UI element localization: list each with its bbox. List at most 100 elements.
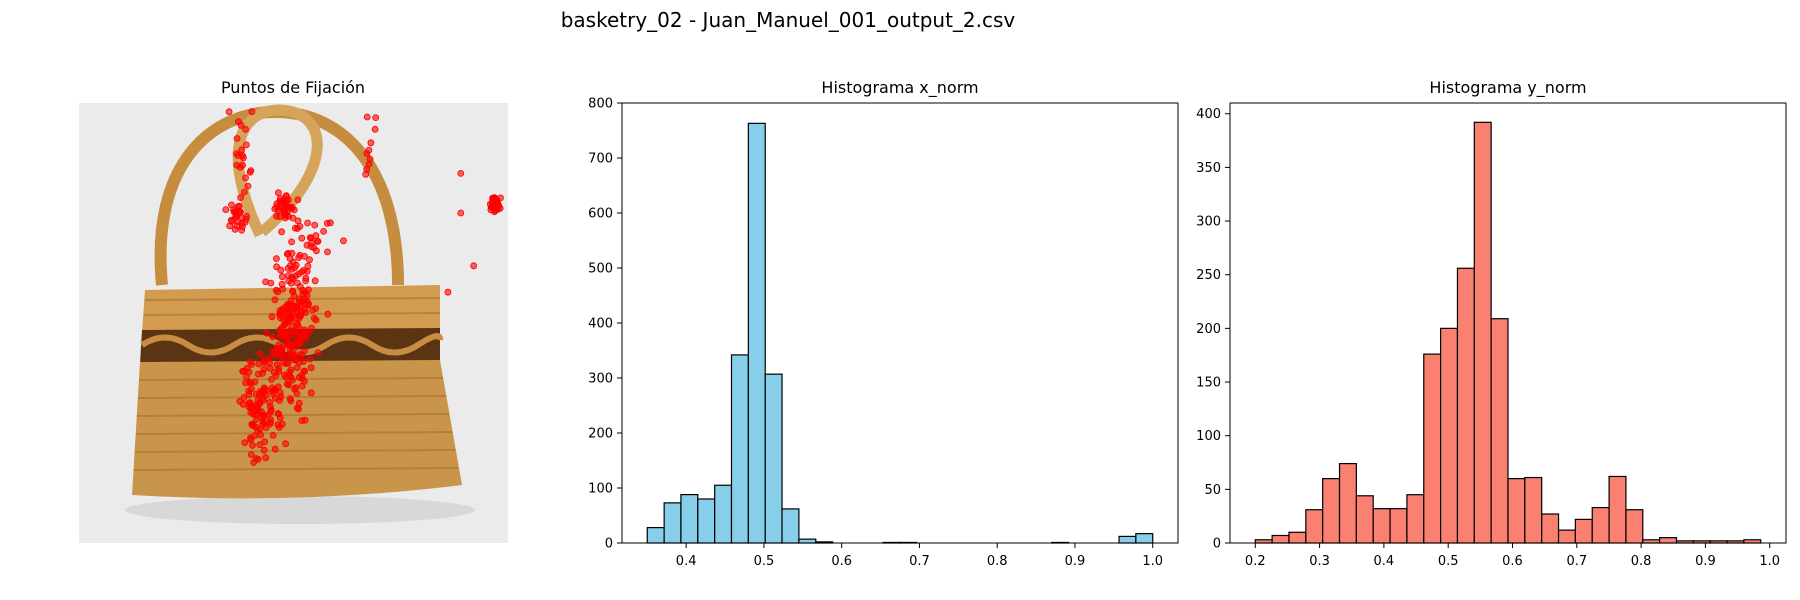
fixation-point bbox=[274, 189, 282, 197]
fixation-point bbox=[288, 322, 296, 330]
fixation-point bbox=[237, 194, 245, 202]
histogram-x-bar bbox=[714, 484, 733, 544]
fixation-point bbox=[247, 358, 255, 366]
histogram-y-xtick-label: 0.5 bbox=[1438, 554, 1459, 569]
fixation-point bbox=[225, 108, 233, 116]
fixation-point bbox=[231, 208, 239, 216]
fixation-point bbox=[294, 196, 302, 204]
fixation-point bbox=[302, 335, 310, 343]
fixation-point bbox=[299, 286, 307, 294]
fixation-point bbox=[291, 385, 298, 393]
fixation-point bbox=[290, 310, 298, 318]
fixation-point bbox=[273, 263, 281, 271]
fixation-panel-title: Puntos de Fijación bbox=[221, 78, 365, 97]
histogram-x-ytick-label: 0 bbox=[605, 537, 613, 552]
fixation-point bbox=[256, 390, 263, 398]
fixation-point bbox=[284, 300, 291, 308]
histogram-y-ytick-label: 150 bbox=[1196, 376, 1221, 391]
fixation-point bbox=[247, 379, 255, 387]
histogram-y-ytick-label: 250 bbox=[1196, 268, 1221, 283]
fixation-point bbox=[367, 139, 375, 147]
fixation-point bbox=[320, 227, 328, 235]
fixation-point bbox=[323, 219, 331, 227]
basket-photo bbox=[79, 103, 508, 543]
fixation-point bbox=[266, 398, 274, 406]
histogram-x-frame bbox=[621, 102, 1179, 544]
histogram-x-bar bbox=[798, 538, 817, 544]
fixation-point bbox=[340, 237, 347, 245]
histogram-x-ytick-label: 300 bbox=[588, 372, 613, 387]
fixation-point bbox=[243, 212, 251, 220]
fixation-point bbox=[282, 331, 290, 339]
fixation-point bbox=[275, 423, 283, 431]
histogram-y-bar bbox=[1440, 327, 1459, 544]
fixation-point bbox=[312, 316, 320, 324]
histogram-x-ytick-label: 100 bbox=[588, 482, 613, 497]
fixation-point bbox=[362, 170, 370, 178]
fixation-point bbox=[292, 328, 300, 336]
histogram-x-bar bbox=[781, 508, 800, 544]
fixation-point bbox=[246, 168, 254, 176]
histogram-y-bar bbox=[1591, 506, 1610, 544]
fixation-point bbox=[260, 365, 268, 373]
fixation-point bbox=[313, 238, 321, 245]
fixation-point bbox=[268, 313, 276, 321]
fixation-point bbox=[289, 258, 297, 266]
histogram-x-xtick-label: 0.6 bbox=[831, 554, 852, 569]
histogram-x-ticks: 0.4 0.5 0.6 0.7 0.8 0.9 1.0 0 100 200 300 400 500 600… bbox=[588, 97, 1163, 570]
fixation-point bbox=[241, 218, 249, 226]
histogram-x-xtick-label: 0.5 bbox=[754, 554, 775, 569]
fixation-point bbox=[281, 206, 289, 214]
histogram-x-xtick-label: 0.4 bbox=[676, 554, 697, 569]
histogram-x-bar bbox=[730, 354, 749, 544]
histogram-y-bar bbox=[1490, 318, 1509, 544]
fixation-point bbox=[288, 249, 296, 257]
fixation-point bbox=[240, 394, 248, 401]
histogram-y-bar bbox=[1507, 478, 1526, 544]
histogram-y-bar bbox=[1389, 508, 1408, 544]
fixation-point bbox=[287, 366, 295, 374]
fixation-point bbox=[248, 421, 256, 429]
fixation-point bbox=[306, 256, 313, 264]
fixation-point bbox=[307, 364, 315, 372]
fixation-point bbox=[288, 204, 296, 212]
fixation-point bbox=[284, 264, 292, 272]
fixation-point bbox=[254, 455, 262, 463]
histogram-y-xtick-label: 0.7 bbox=[1566, 554, 1587, 569]
fixation-point bbox=[254, 370, 262, 378]
fixation-point bbox=[269, 431, 277, 439]
fixation-point bbox=[255, 360, 263, 368]
histogram-y-bar bbox=[1625, 509, 1644, 544]
histogram-y-ytick-label: 200 bbox=[1196, 322, 1221, 337]
fixation-point bbox=[268, 375, 276, 383]
fixation-point bbox=[372, 114, 380, 121]
fixation-point bbox=[324, 248, 331, 256]
histogram-y-bar bbox=[1288, 531, 1307, 544]
fixation-point bbox=[301, 300, 309, 308]
fixation-point bbox=[240, 188, 248, 196]
fixation-point bbox=[274, 288, 282, 296]
fixation-point bbox=[300, 377, 308, 385]
histogram-y-bar bbox=[1406, 494, 1425, 544]
histogram-y-bar bbox=[1659, 537, 1678, 544]
fixation-point bbox=[363, 113, 371, 121]
histogram-y-xtick-label: 0.3 bbox=[1309, 554, 1330, 569]
fixation-point bbox=[292, 319, 300, 327]
histogram-y-bar bbox=[1541, 513, 1560, 544]
fixation-point bbox=[260, 446, 268, 454]
fixation-point bbox=[249, 441, 256, 449]
fixation-point bbox=[236, 163, 244, 171]
fixation-point bbox=[289, 288, 297, 296]
fixation-point bbox=[247, 451, 255, 458]
fixation-point bbox=[309, 306, 316, 314]
fixation-point bbox=[257, 431, 265, 439]
fixation-point bbox=[256, 350, 264, 358]
histogram-y-bar bbox=[1423, 353, 1442, 544]
histogram-y-bar bbox=[1372, 508, 1391, 544]
fixation-point bbox=[276, 310, 284, 318]
histogram-x-xtick-label: 1.0 bbox=[1142, 554, 1163, 569]
histogram-x-ytick-label: 400 bbox=[588, 317, 613, 332]
fixation-point bbox=[264, 411, 272, 419]
fixation-point bbox=[457, 169, 465, 177]
